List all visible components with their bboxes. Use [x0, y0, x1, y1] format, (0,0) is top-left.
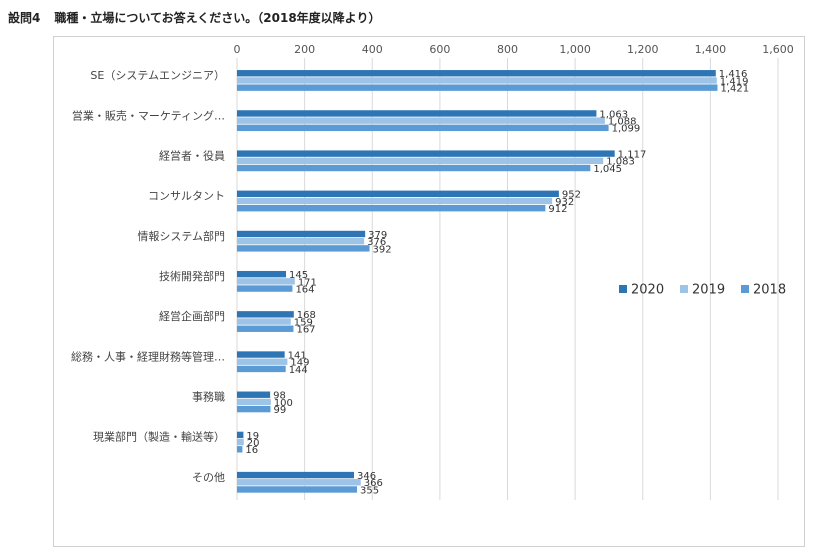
data-label: 1,099 — [612, 124, 641, 135]
x-tick-label: 1,600 — [762, 43, 794, 56]
page-title: 設問4 職種・立場についてお答えください。（2018年度以降より） — [8, 9, 380, 26]
bar — [237, 446, 243, 453]
data-label: 99 — [273, 405, 286, 416]
x-tick-label: 0 — [234, 43, 241, 56]
bar — [237, 405, 271, 413]
bar — [237, 278, 295, 285]
category-label: 事務職 — [192, 390, 225, 404]
data-label: 164 — [295, 284, 314, 295]
category-label: SE（システムエンジニア） — [90, 69, 225, 82]
bar — [237, 471, 354, 479]
category-label: 経営企画部門 — [159, 309, 225, 323]
legend-label: 2020 — [631, 283, 664, 298]
data-label: 932 — [555, 197, 574, 208]
x-tick-label: 1,200 — [627, 43, 659, 56]
data-label: 159 — [294, 317, 313, 328]
bar — [237, 358, 288, 365]
bar — [237, 237, 365, 245]
x-tick-label: 1,000 — [559, 43, 591, 56]
data-label: 355 — [360, 485, 379, 496]
legend-swatch — [619, 285, 627, 293]
data-label: 16 — [245, 445, 258, 456]
data-label: 20 — [247, 438, 260, 449]
bar — [237, 124, 609, 132]
legend-label: 2018 — [753, 283, 786, 298]
bar — [237, 150, 615, 157]
data-label: 168 — [297, 310, 316, 321]
bar — [237, 230, 366, 238]
category-label: 総務・人事・経理財務等管理… — [71, 349, 225, 363]
bar — [237, 190, 559, 197]
legend-swatch — [741, 285, 749, 293]
bar — [237, 164, 591, 172]
bar — [237, 318, 291, 325]
data-label: 1,083 — [606, 157, 635, 168]
question-text: 職種・立場についてお答えください。（2018年度以降より） — [54, 11, 381, 25]
bar — [237, 197, 553, 205]
data-label: 19 — [246, 431, 259, 442]
bar — [237, 391, 271, 398]
bar — [237, 325, 294, 332]
data-label: 141 — [288, 350, 307, 361]
x-tick-label: 600 — [429, 43, 450, 56]
bar — [237, 486, 358, 493]
category-label: 技術開発部門 — [159, 269, 225, 283]
bar — [237, 398, 271, 406]
legend-swatch — [680, 285, 688, 293]
bar — [237, 311, 294, 318]
data-label: 1,088 — [608, 117, 637, 128]
bar — [237, 70, 716, 77]
bar — [237, 117, 605, 124]
category-label: その他 — [192, 471, 225, 484]
data-label: 149 — [290, 358, 309, 369]
data-label: 167 — [296, 325, 315, 336]
x-tick-label: 200 — [294, 43, 315, 56]
x-tick-label: 400 — [362, 43, 383, 56]
data-label: 366 — [364, 478, 383, 489]
data-label: 171 — [298, 277, 317, 288]
data-label: 1,419 — [720, 76, 749, 87]
bar — [237, 479, 361, 486]
bar — [237, 245, 370, 252]
chart-frame: 0 200 400 600 800 1,000 1,200 1,400 1,600 SE（システム… — [53, 36, 805, 547]
data-label: 912 — [548, 204, 567, 215]
data-label: 1,045 — [593, 164, 622, 175]
bar — [237, 110, 597, 117]
data-label: 346 — [357, 471, 376, 482]
category-label: 経営者・役員 — [159, 148, 225, 162]
bar — [237, 365, 286, 373]
data-label: 379 — [368, 230, 387, 241]
category-label: 営業・販売・マーケティング… — [72, 108, 225, 122]
bar — [237, 438, 244, 446]
x-tick-label: 800 — [497, 43, 518, 56]
data-label: 952 — [562, 190, 581, 201]
bar — [237, 285, 293, 292]
data-label: 1,421 — [720, 84, 749, 95]
category-label: 現業部門（製造・輸送等） — [93, 430, 225, 444]
data-label: 100 — [274, 398, 293, 409]
bar-chart: 0 200 400 600 800 1,000 1,200 1,400 1,600 SE（システム… — [71, 43, 794, 500]
data-label: 376 — [367, 237, 386, 248]
category-label: 情報システム部門 — [137, 229, 225, 243]
data-label: 145 — [289, 270, 308, 281]
data-label: 1,416 — [719, 69, 748, 80]
bar — [237, 77, 717, 84]
legend-label: 2019 — [692, 283, 725, 298]
data-label: 98 — [273, 391, 286, 402]
bar — [237, 270, 287, 278]
x-tick-label: 1,400 — [695, 43, 727, 56]
data-label: 1,117 — [618, 150, 647, 161]
data-label: 1,063 — [599, 109, 628, 120]
category-label: コンサルタント — [148, 190, 225, 203]
bar — [237, 157, 604, 165]
data-label: 392 — [373, 244, 392, 255]
bar — [237, 205, 546, 212]
bar — [237, 84, 718, 91]
bar — [237, 431, 244, 439]
bar — [237, 351, 285, 358]
question-number: 設問4 — [8, 11, 41, 25]
data-label: 144 — [289, 365, 308, 376]
